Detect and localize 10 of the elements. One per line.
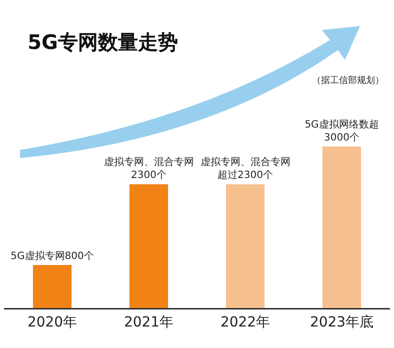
data-label: 虚拟专网、混合专网超过2300个: [200, 156, 290, 182]
chart-title: 5G专网数量走势: [28, 30, 178, 54]
x-tick-label: 2021年: [124, 314, 174, 330]
data-label: 虚拟专网、混合专网2300个: [104, 156, 194, 182]
x-tick-label: 2020年: [27, 314, 78, 330]
data-label: 5G虚拟网络数超3000个: [304, 118, 379, 144]
x-tick-label: 2023年底: [310, 314, 374, 330]
x-tick-label: 2022年: [220, 314, 270, 330]
text: （据工信部规划）: [312, 75, 384, 86]
data-label: 5G虚拟专网800个: [10, 250, 94, 262]
